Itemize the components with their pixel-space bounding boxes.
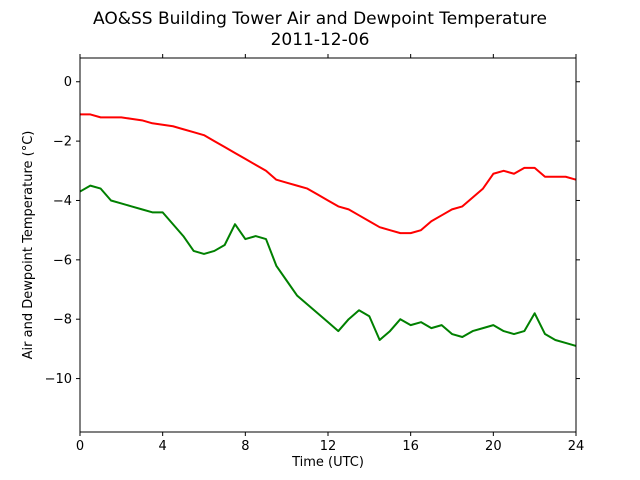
y-tick-label: −4 xyxy=(53,194,72,209)
y-axis-label: Air and Dewpoint Temperature (°C) xyxy=(21,131,36,360)
chart-title: AO&SS Building Tower Air and Dewpoint Te… xyxy=(93,9,547,29)
x-tick-label: 16 xyxy=(402,439,419,454)
plot-area: 0 4 8 12 16 20 24 0 −2 −4 −6 −8 −10 xyxy=(45,54,584,454)
x-tick-label: 8 xyxy=(241,439,249,454)
x-tick-label: 20 xyxy=(485,439,502,454)
chart-subtitle: 2011-12-06 xyxy=(271,30,370,50)
series-layer xyxy=(79,113,577,347)
x-axis-ticks: 0 4 8 12 16 20 24 xyxy=(76,54,584,454)
series-line-2 xyxy=(79,184,577,347)
series-line-1 xyxy=(80,113,577,235)
y-axis-ticks: 0 −2 −4 −6 −8 −10 xyxy=(45,75,580,387)
x-axis-label: Time (UTC) xyxy=(291,455,364,470)
y-tick-label: −2 xyxy=(53,135,72,150)
x-tick-label: 24 xyxy=(568,439,585,454)
x-tick-label: 4 xyxy=(159,439,167,454)
x-tick-label: 12 xyxy=(320,439,337,454)
x-tick-label: 0 xyxy=(76,439,84,454)
y-tick-label: 0 xyxy=(64,75,72,90)
y-tick-label: −6 xyxy=(53,253,72,268)
y-tick-label: −8 xyxy=(53,313,72,328)
y-tick-label: −10 xyxy=(45,372,72,387)
